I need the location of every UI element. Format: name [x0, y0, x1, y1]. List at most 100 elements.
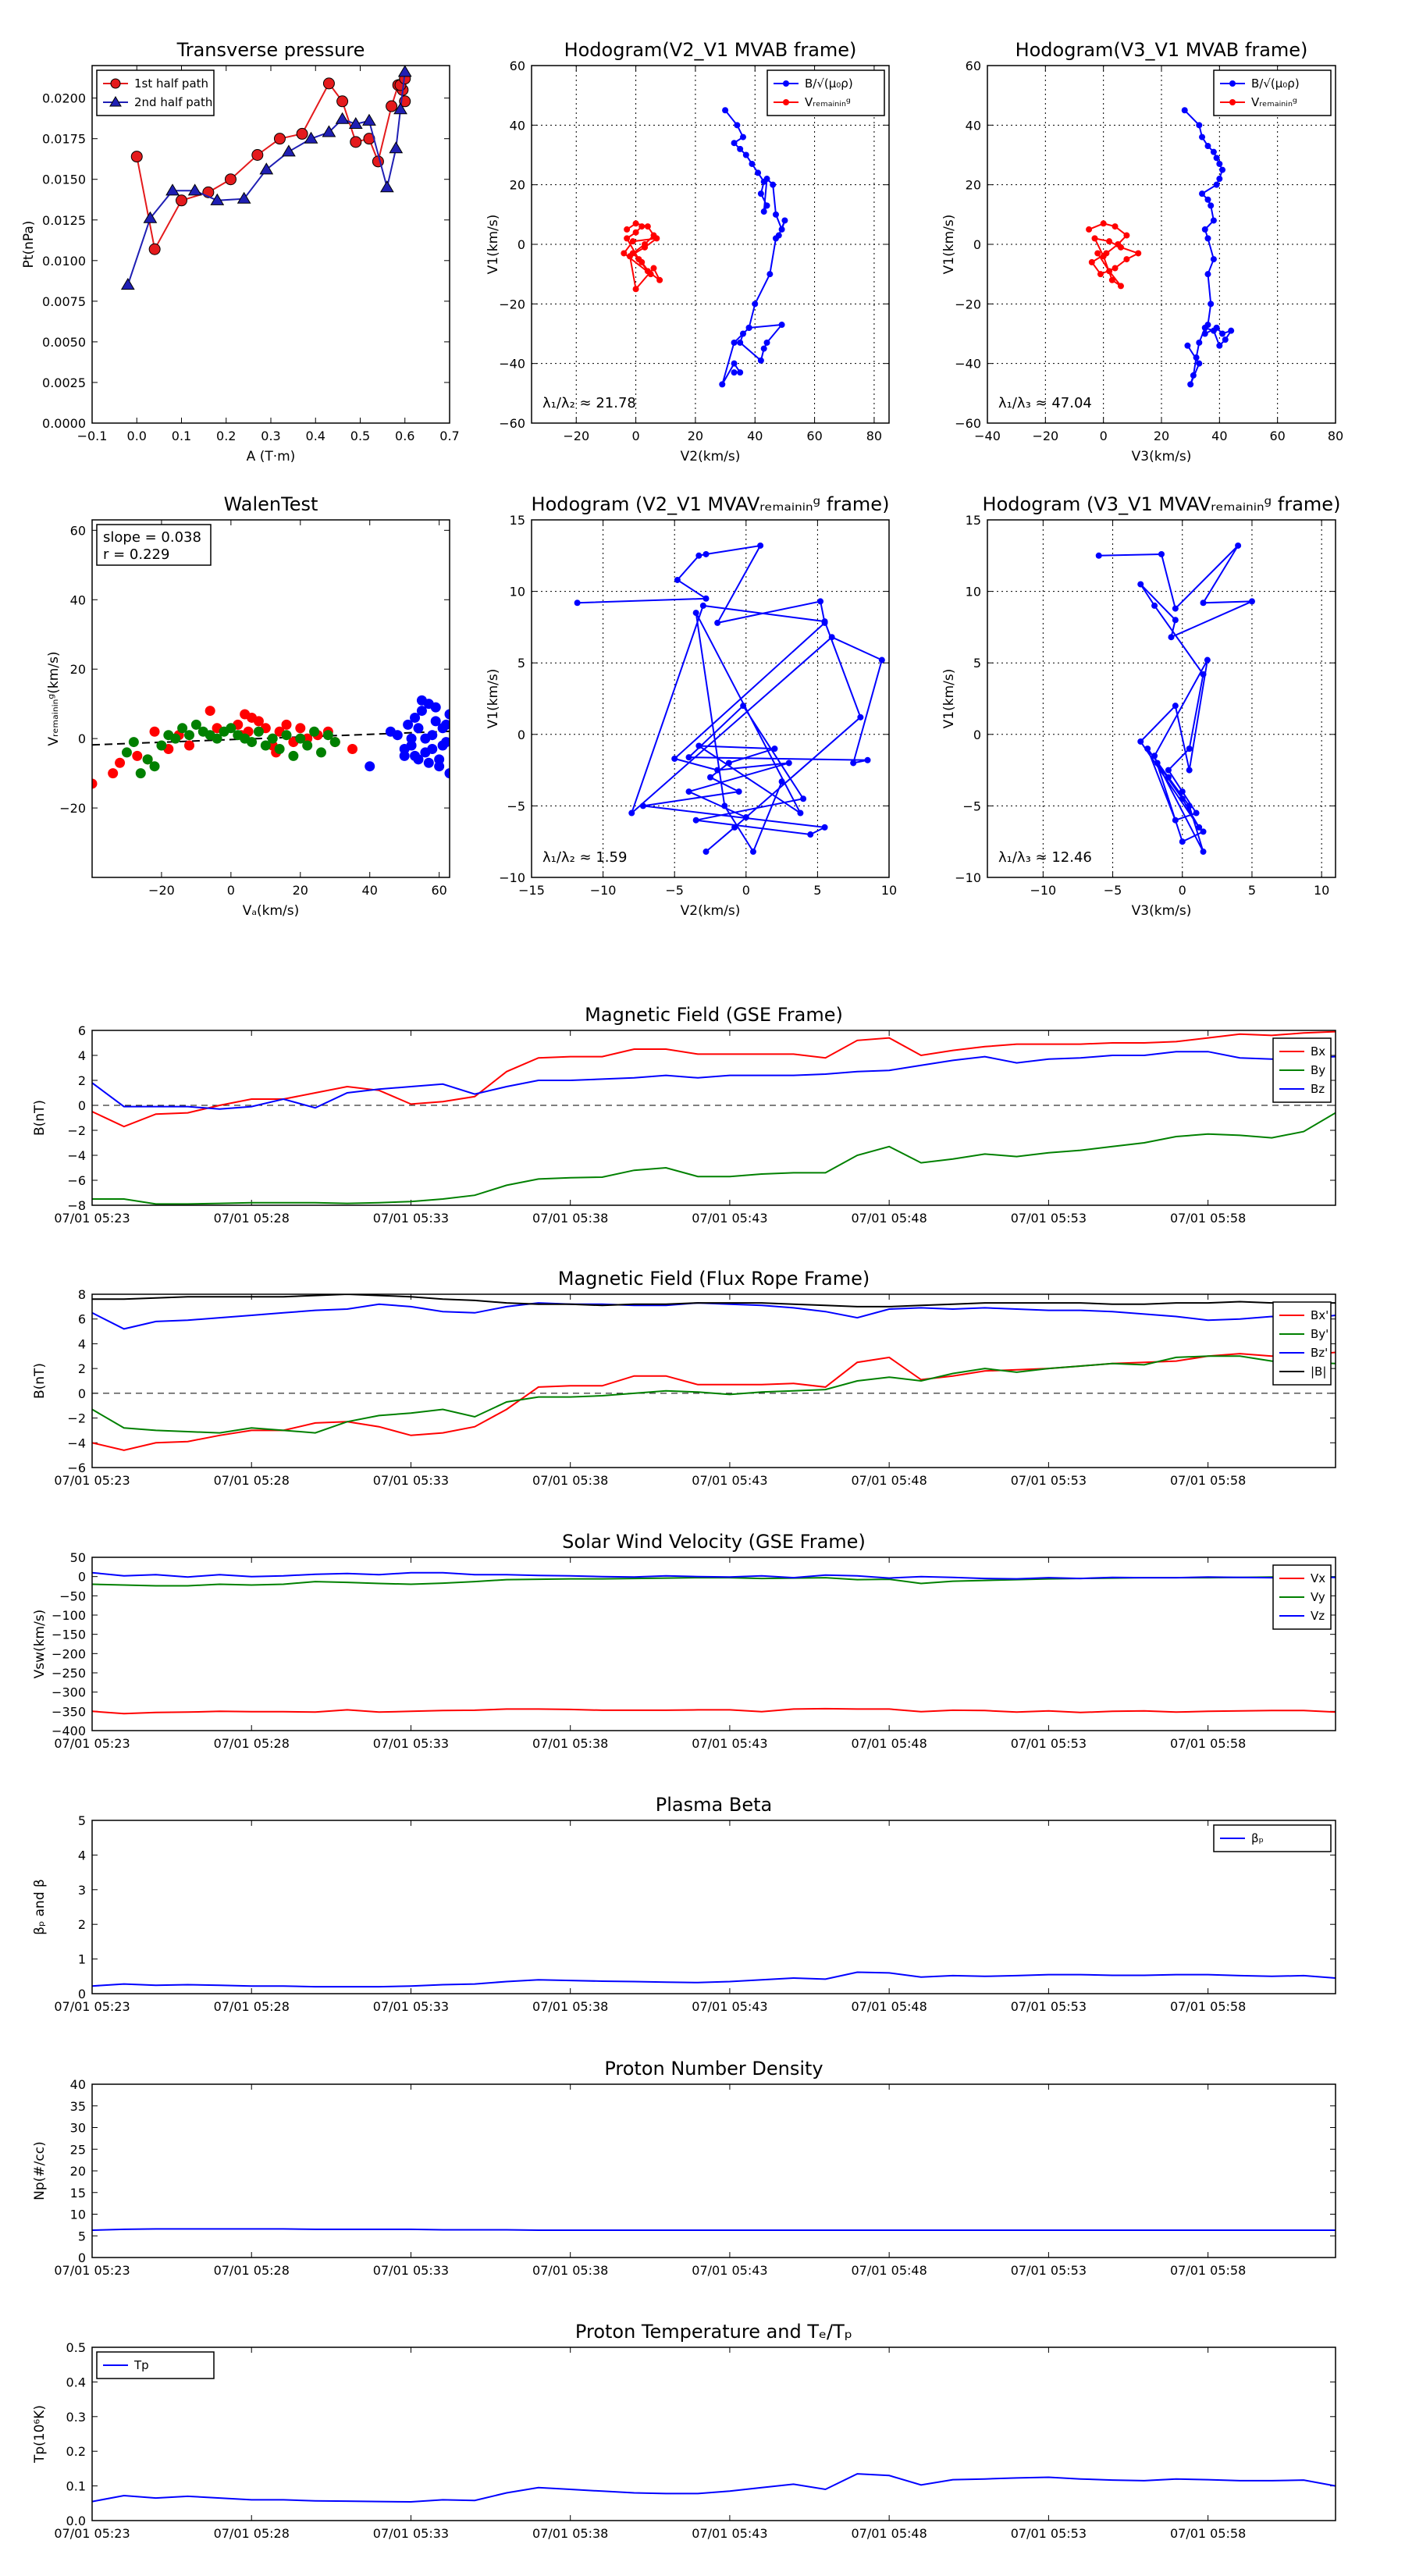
x-tick-label: 07/01 05:38 — [532, 1999, 608, 2014]
data-point — [410, 712, 421, 723]
data-point — [389, 141, 404, 154]
data-point — [1196, 360, 1203, 367]
data-point — [1091, 235, 1098, 242]
x-tick-label: 07/01 05:48 — [851, 1473, 927, 1488]
data-point — [441, 719, 450, 730]
x-tick-label: −15 — [518, 883, 545, 898]
y-tick-label: 0.0125 — [42, 213, 86, 228]
series-line — [92, 1971, 1336, 1988]
x-tick-label: 60 — [806, 429, 822, 443]
series-line — [92, 1571, 1336, 1580]
y-tick-label: 1 — [78, 1952, 86, 1967]
data-point — [1144, 745, 1151, 753]
data-point — [1201, 330, 1208, 337]
data-point — [635, 256, 642, 263]
data-point — [763, 176, 770, 183]
data-point — [800, 795, 807, 802]
data-point — [1204, 143, 1211, 150]
y-tick-label: −6 — [67, 1173, 86, 1188]
data-point — [1204, 235, 1211, 242]
data-point — [624, 235, 631, 242]
data-point — [685, 754, 692, 761]
data-point — [656, 276, 663, 283]
x-tick-label: 07/01 05:28 — [214, 1736, 290, 1751]
y-tick-label: 40 — [510, 118, 525, 133]
y-tick-label: 0.0100 — [42, 254, 86, 269]
x-tick-label: 07/01 05:38 — [532, 1473, 608, 1488]
x-tick-label: 0.5 — [350, 429, 370, 443]
legend-box — [1213, 69, 1332, 116]
y-tick-label: 5 — [518, 656, 525, 671]
data-point — [1172, 817, 1179, 824]
y-axis-label: βₚ and β — [32, 1879, 48, 1935]
data-point — [108, 768, 119, 779]
data-point — [1117, 283, 1124, 290]
x-tick-label: 07/01 05:38 — [532, 1736, 608, 1751]
x-tick-label: 07/01 05:43 — [692, 2526, 767, 2541]
x-tick-label: 0 — [742, 883, 750, 898]
chart-hodo1: Hodogram(V2_V1 MVAB frame) −20 0 20 40 60 80 −6… — [486, 39, 890, 464]
legend-label: Vy — [1311, 1590, 1325, 1604]
plot-area — [92, 1571, 1336, 1715]
data-point — [1201, 324, 1208, 331]
data-point — [205, 706, 215, 717]
data-point — [1154, 760, 1161, 767]
data-point — [322, 730, 333, 741]
x-tick-label: 07/01 05:23 — [54, 2263, 130, 2278]
legend-label: Tp — [133, 2358, 149, 2372]
chart-hodo2: Hodogram(V3_V1 MVAB frame) −40 −20 0 20 40 60 8… — [941, 39, 1343, 464]
y-tick-label: 10 — [510, 585, 525, 600]
y-tick-label: 0 — [973, 728, 981, 742]
x-tick-label: −5 — [665, 883, 684, 898]
data-point — [749, 160, 756, 167]
y-tick-label: 20 — [70, 2164, 86, 2179]
x-tick-label: 07/01 05:43 — [692, 2263, 767, 2278]
data-point — [212, 733, 222, 744]
x-tick-label: 07/01 05:53 — [1011, 2526, 1087, 2541]
data-point — [423, 757, 434, 768]
y-tick-label: 10 — [966, 585, 981, 600]
data-point — [273, 133, 286, 145]
y-tick-label: 2 — [78, 1917, 86, 1932]
x-tick-label: −20 — [148, 883, 175, 898]
x-tick-label: 5 — [813, 883, 821, 898]
plot-area — [92, 1971, 1336, 1988]
data-point — [737, 339, 744, 346]
data-point — [1088, 258, 1095, 265]
y-tick-label: 0 — [78, 2250, 86, 2265]
data-point — [760, 345, 767, 352]
legend-label: 1st half path — [134, 76, 208, 91]
data-point — [1095, 552, 1102, 559]
y-tick-label: 0.0175 — [42, 132, 86, 147]
data-point — [1201, 226, 1208, 233]
data-point — [1165, 767, 1172, 774]
y-tick-label: −4 — [67, 1148, 86, 1163]
y-tick-label: 20 — [510, 178, 525, 193]
data-point — [628, 809, 635, 817]
data-point — [1186, 802, 1193, 809]
data-point — [132, 750, 143, 761]
data-point — [1172, 605, 1179, 612]
plot-area — [1095, 542, 1255, 856]
data-point — [685, 788, 692, 795]
y-tick-label: 40 — [70, 2077, 86, 2092]
x-tick-label: 07/01 05:33 — [373, 1211, 449, 1226]
data-point — [821, 618, 828, 625]
series-item — [92, 1294, 1336, 1308]
plot-frame — [987, 65, 1336, 424]
data-point — [857, 713, 864, 720]
data-point — [142, 754, 153, 765]
x-tick-label: 07/01 05:33 — [373, 1473, 449, 1488]
data-point — [1193, 809, 1200, 817]
data-point — [821, 824, 828, 831]
data-point — [430, 716, 441, 727]
x-tick-label: 20 — [1154, 429, 1169, 443]
x-tick-label: 60 — [431, 883, 446, 898]
data-point — [757, 542, 764, 549]
x-tick-label: 07/01 05:58 — [1170, 1999, 1246, 2014]
data-point — [1181, 107, 1188, 114]
x-tick-label: 07/01 05:28 — [214, 1473, 290, 1488]
plot-frame — [531, 65, 890, 424]
data-point — [1210, 327, 1217, 334]
legend-marker — [1229, 80, 1236, 87]
